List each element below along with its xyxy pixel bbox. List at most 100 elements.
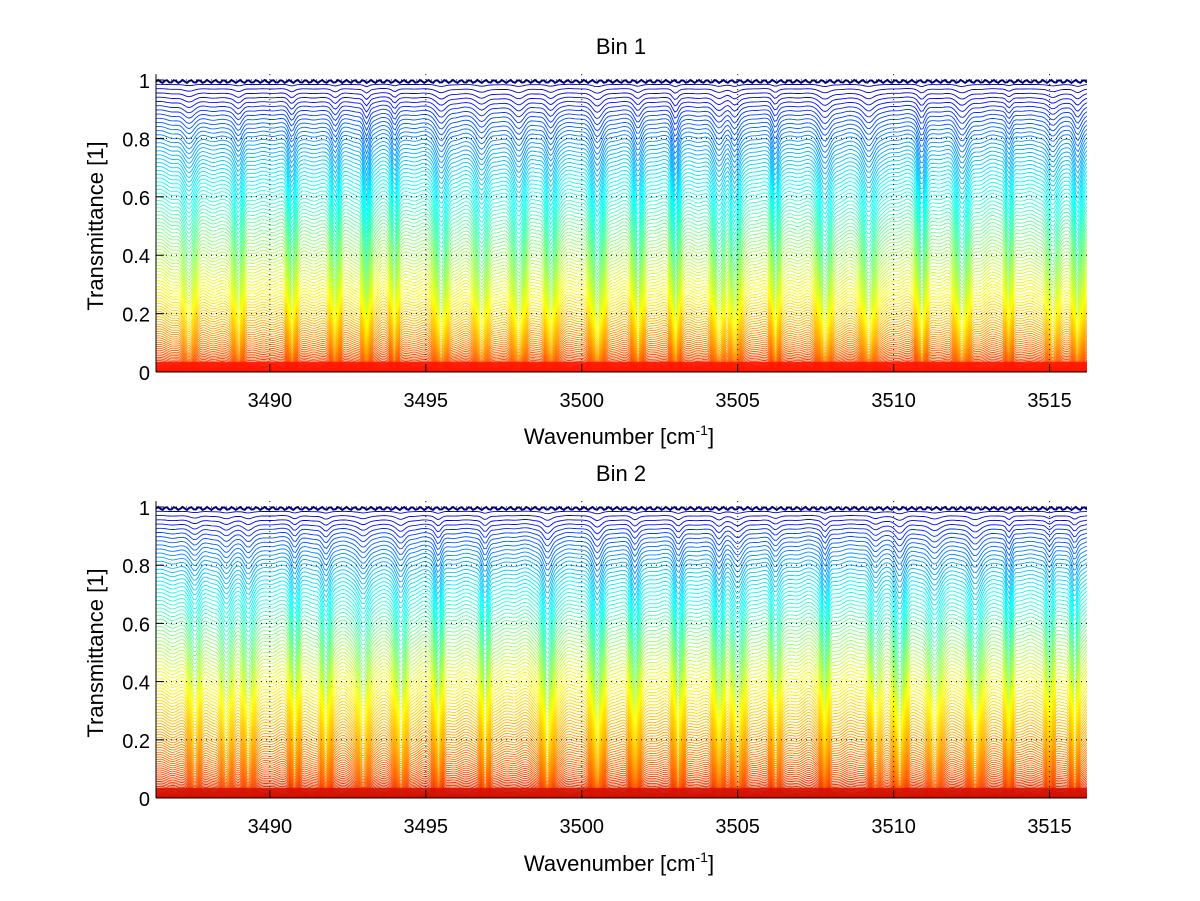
x-tick-labels: 3490 3495 3500 3505 3510 3515: [248, 816, 1072, 838]
spectrum-line: [156, 319, 1087, 354]
spectrum-line: [156, 510, 1087, 515]
x-axis-label-end: ]: [708, 424, 714, 449]
spectrum-line: [156, 286, 1087, 332]
spectrum-line: [156, 563, 1087, 596]
spectrum-line: [156, 684, 1087, 738]
spectrum-line: [156, 551, 1087, 578]
spectrum-line: [156, 658, 1087, 713]
spectrum-line: [156, 303, 1087, 344]
spectrum-line: [156, 274, 1087, 322]
spectrum-line: [156, 641, 1087, 695]
spectrum-line: [156, 300, 1087, 342]
y-tick-label: 0.8: [122, 129, 150, 151]
spectrum-line: [156, 598, 1087, 643]
x-tick-label: 3500: [559, 390, 604, 412]
spectrum-line: [156, 256, 1087, 306]
x-tick-label: 3505: [715, 816, 760, 838]
spectrum-line: [156, 346, 1087, 367]
spectrum-line: [156, 531, 1087, 548]
spectrum-line: [156, 249, 1087, 300]
spectrum-line: [156, 678, 1087, 732]
spectrum-line: [156, 761, 1087, 789]
spectrum-line: [156, 92, 1087, 101]
spectrum-line: [156, 638, 1087, 691]
spectrum-line: [156, 350, 1087, 368]
spectrum-line: [156, 137, 1087, 167]
spectrum-line: [156, 665, 1087, 720]
spectrum-line: [156, 575, 1087, 612]
spectrum-line: [156, 747, 1087, 783]
spectrum-line: [156, 535, 1087, 554]
spectrum-line: [156, 555, 1087, 584]
spectrum-line: [156, 160, 1087, 198]
spectrum-line: [156, 197, 1087, 245]
spectrum-line: [156, 765, 1087, 791]
spectrum-line: [156, 770, 1087, 793]
x-axis-label-sup: -1: [696, 849, 709, 865]
spectrum-line: [156, 601, 1087, 648]
y-tick-label: 0.4: [122, 673, 150, 695]
spectrum-line: [156, 283, 1087, 329]
x-tick-label: 3490: [248, 390, 293, 412]
spectrum-line: [156, 252, 1087, 303]
spectrum-line: [156, 697, 1087, 749]
spectrum-line: [156, 609, 1087, 657]
spectrum-line: [156, 726, 1087, 770]
spectrum-line: [156, 582, 1087, 623]
spectrum-line: [156, 655, 1087, 709]
spectrum-line: [156, 100, 1087, 113]
spectrum-line: [156, 112, 1087, 132]
y-tick-label: 0.6: [122, 614, 150, 636]
y-tick-label: 0.2: [122, 305, 150, 327]
y-tick-label: 0.4: [122, 246, 150, 268]
spectrum-line: [156, 145, 1087, 178]
spectrum-line: [156, 571, 1087, 607]
y-axis-label: Transmittance [1]: [83, 141, 108, 310]
spectrum-line: [156, 164, 1087, 203]
spectrum-line: [156, 700, 1087, 751]
spectrum-line: [156, 691, 1087, 743]
y-tick-label: 0: [139, 789, 150, 811]
spectrum-line: [156, 687, 1087, 741]
spectrum-line: [156, 125, 1087, 150]
spectrum-line: [156, 344, 1087, 366]
spectrum-line: [156, 354, 1087, 370]
x-axis-label-main: Wavenumber [cm: [524, 424, 696, 449]
spectrum-line: [156, 331, 1087, 360]
y-tick-label: 0: [139, 363, 150, 385]
spectrum-line: [156, 205, 1087, 253]
spectrum-line: [156, 298, 1087, 340]
spectrum-line: [156, 543, 1087, 566]
spectrum-line: [156, 262, 1087, 311]
spectrum-line: [156, 623, 1087, 675]
spectrum-line: [156, 720, 1087, 766]
spectrum-line: [156, 246, 1087, 296]
spectrum-line: [156, 108, 1087, 126]
spectrum-line: [156, 215, 1087, 265]
spectrum-line: [156, 742, 1087, 780]
spectrum-line: [156, 201, 1087, 249]
spectrum-line: [156, 519, 1087, 528]
spectrum-line: [156, 239, 1087, 290]
spectrum-line: [156, 236, 1087, 287]
spectrum-line: [156, 749, 1087, 784]
spectrum-line: [156, 709, 1087, 758]
spectrum-line: [156, 168, 1087, 208]
axes-frame: [155, 74, 1087, 373]
spectrum-line: [156, 767, 1087, 792]
spectrum-line: [156, 280, 1087, 327]
spectrum-line: [156, 631, 1087, 683]
spectrum-line: [156, 662, 1087, 716]
spectrum-line: [156, 326, 1087, 358]
spectrum-line: [156, 187, 1087, 232]
spectrum-line: [156, 314, 1087, 351]
spectrum-line: [156, 88, 1087, 94]
x-tick-label: 3490: [248, 816, 293, 838]
spectrum-line: [156, 616, 1087, 666]
spectrum-line: [156, 292, 1087, 336]
spectrum-line: [156, 620, 1087, 670]
spectrum-line: [156, 78, 1087, 85]
spectrum-line: [156, 348, 1087, 368]
spectrum-line: [156, 335, 1087, 362]
